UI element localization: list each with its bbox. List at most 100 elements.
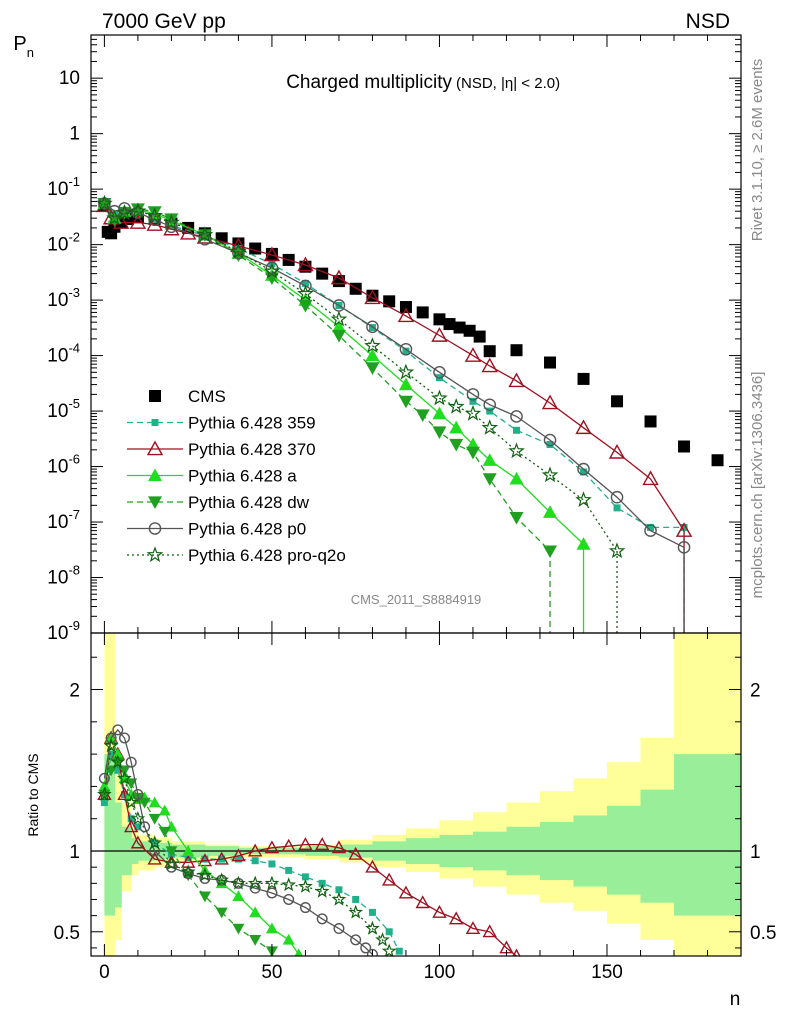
x-tick-label: 100 (424, 962, 456, 983)
chart-subtitle: (NSD, |η| < 2.0) (456, 75, 560, 92)
rivet-label: Rivet 3.1.10, ≥ 2.6M events (749, 59, 766, 242)
band-inner-segment (104, 754, 116, 916)
legend-marker-pythia-6-428-370 (146, 440, 164, 456)
y-tick-label: 10-7 (47, 507, 80, 533)
data-point-cms (383, 295, 396, 308)
data-point-pythia-6-428-pro-q2o (608, 542, 626, 559)
ratio-point-pythia-6-428-370 (465, 921, 481, 935)
ratio-point-pythia-6-428-dw (249, 935, 262, 946)
ratio-point-pythia-6-428-p0 (366, 948, 378, 956)
ratio-point-pythia-6-428-dw (198, 891, 211, 903)
ratio-point-pythia-6-428-370 (281, 838, 296, 852)
data-point-cms (265, 247, 278, 260)
data-point-pythia-6-428-370 (675, 522, 693, 537)
ratio-point-pythia-6-428-dw (125, 778, 138, 790)
ratio-point-pythia-6-428-359 (368, 908, 376, 916)
legend-label-pythia-6-428-370: Pythia 6.428 370 (188, 440, 316, 459)
data-point-pythia-6-428-pro-q2o (447, 397, 465, 414)
y-tick-label: 1 (69, 124, 80, 145)
data-point-pythia-6-428-370 (431, 327, 448, 342)
data-point-pythia-6-428-370 (263, 246, 281, 262)
ratio-point-pythia-6-428-359 (395, 947, 403, 955)
x-tick-label: 50 (261, 962, 282, 983)
data-point-pythia-6-428-370 (575, 419, 592, 435)
header-left: 7000 GeV pp (102, 10, 226, 33)
data-point-pythia-6-428-a (449, 420, 464, 434)
data-point-pythia-6-428-370 (397, 307, 415, 323)
ratio-point-pythia-6-428-a (182, 845, 195, 856)
data-point-pythia-6-428-a (576, 537, 591, 550)
data-point-pythia-6-428-370 (129, 214, 147, 229)
ratio-point-pythia-6-428-dw (232, 923, 245, 935)
ratio-point-pythia-6-428-359 (352, 895, 360, 903)
data-point-pythia-6-428-pro-q2o (116, 204, 133, 221)
legend-marker-pythia-6-428-dw (148, 496, 162, 509)
y-tick-label: 10-3 (47, 285, 80, 311)
data-point-pythia-6-428-359 (647, 523, 655, 531)
data-point-pythia-6-428-359 (486, 407, 494, 415)
y-tick-label: 10-1 (47, 174, 80, 200)
ratio-point-pythia-6-428-370 (432, 904, 447, 918)
ratio-point-pythia-6-428-p0 (132, 789, 144, 801)
ratio-point-pythia-6-428-370 (331, 840, 347, 854)
ratio-point-pythia-6-428-p0 (139, 821, 151, 833)
ratio-point-pythia-6-428-a (148, 796, 161, 808)
ratio-point-pythia-6-428-pro-q2o (180, 864, 196, 879)
data-point-pythia-6-428-370 (642, 470, 659, 486)
x-tick-label: 0 (99, 962, 110, 983)
data-point-pythia-6-428-370 (541, 394, 559, 410)
ratio-point-pythia-6-428-p0 (105, 732, 117, 744)
data-point-cms (399, 301, 412, 314)
data-point-pythia-6-428-dw (482, 473, 497, 486)
legend-marker-pythia-6-428-pro-q2o (146, 546, 164, 563)
data-point-pythia-6-428-370 (608, 443, 626, 459)
ratio-point-pythia-6-428-370 (214, 851, 229, 865)
ratio-point-pythia-6-428-p0 (182, 868, 194, 880)
ratio-point-pythia-6-428-359 (201, 855, 209, 863)
data-point-cms (443, 318, 456, 331)
data-point-pythia-6-428-dw (465, 446, 480, 460)
y-axis-label-top: Pn (13, 33, 34, 60)
ratio-point-pythia-6-428-370 (398, 885, 414, 899)
data-point-pythia-6-428-359 (301, 279, 309, 287)
data-point-cms (416, 306, 429, 319)
ratio-y-tick-label-left: 0.5 (54, 923, 80, 944)
ratio-point-pythia-6-428-dw (148, 813, 161, 825)
ratio-point-pythia-6-428-pro-q2o (381, 943, 397, 956)
data-point-pythia-6-428-p0 (232, 246, 245, 260)
ratio-point-pythia-6-428-359 (318, 879, 326, 887)
legend-label-pythia-6-428-pro-q2o: Pythia 6.428 pro-q2o (188, 546, 346, 565)
ratio-plot-area (91, 724, 741, 956)
ratio-point-pythia-6-428-a (158, 804, 171, 816)
data-point-pythia-6-428-pro-q2o (146, 207, 163, 223)
data-point-pythia-6-428-pro-q2o (129, 202, 147, 219)
data-point-pythia-6-428-359 (680, 523, 688, 531)
data-point-pythia-6-428-pro-q2o (541, 466, 559, 483)
data-point-pythia-6-428-p0 (118, 202, 131, 215)
data-point-pythia-6-428-pro-q2o (364, 337, 381, 353)
ratio-point-pythia-6-428-a (232, 890, 245, 902)
ratio-y-tick-label-right: 0.5 (750, 923, 776, 944)
analysis-watermark: CMS_2011_S8884919 (351, 592, 482, 607)
ratio-point-pythia-6-428-359 (100, 799, 108, 807)
ratio-point-pythia-6-428-a (294, 948, 303, 956)
data-point-pythia-6-428-pro-q2o (163, 213, 180, 230)
ratio-point-pythia-6-428-p0 (316, 913, 328, 925)
legend-label-pythia-6-428-p0: Pythia 6.428 p0 (188, 520, 306, 539)
ratio-point-pythia-6-428-370 (247, 843, 263, 857)
series-line-pythia-6-428-a (103, 203, 584, 545)
ratio-point-pythia-6-428-p0 (165, 861, 177, 873)
ratio-point-pythia-6-428-pro-q2o (103, 738, 119, 753)
ratio-point-pythia-6-428-359 (385, 928, 393, 936)
ratio-point-pythia-6-428-359 (114, 766, 122, 774)
ratio-point-pythia-6-428-pro-q2o (110, 754, 126, 769)
data-point-pythia-6-428-pro-q2o (330, 310, 348, 327)
ratio-point-pythia-6-428-pro-q2o (130, 810, 146, 826)
data-point-pythia-6-428-p0 (510, 410, 523, 423)
ratio-point-pythia-6-428-359 (134, 823, 142, 831)
ratio-point-pythia-6-428-370 (365, 859, 380, 873)
series-line-pythia-6-428-dw (103, 203, 551, 552)
data-point-cms (483, 345, 496, 358)
ratio-point-pythia-6-428-370 (348, 846, 363, 860)
y-tick-label: 10-6 (47, 452, 80, 478)
